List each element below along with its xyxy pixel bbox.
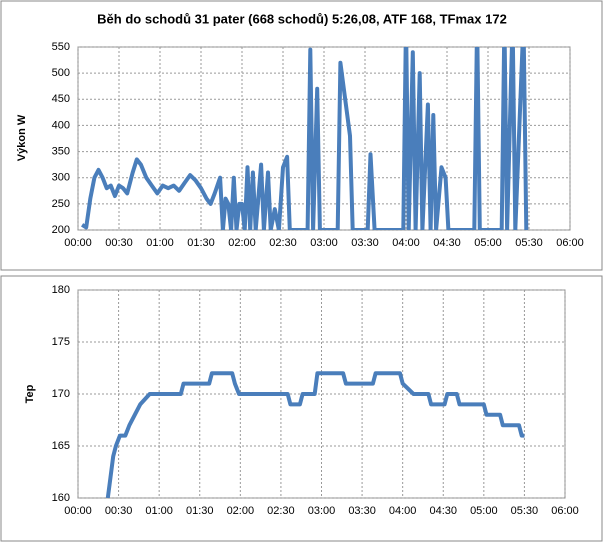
x-tick-label: 04:30 bbox=[429, 505, 457, 517]
y-tick-label: 550 bbox=[52, 41, 70, 53]
x-tick-label: 06:00 bbox=[556, 237, 584, 249]
y-axis-title: Tep bbox=[24, 384, 36, 403]
y-tick-label: 300 bbox=[52, 172, 70, 184]
x-tick-label: 01:00 bbox=[146, 237, 174, 249]
x-tick-label: 00:00 bbox=[64, 237, 92, 249]
x-tick-label: 00:30 bbox=[105, 505, 133, 517]
y-tick-label: 180 bbox=[52, 284, 70, 296]
x-tick-label: 02:30 bbox=[269, 237, 297, 249]
y-tick-label: 500 bbox=[52, 67, 70, 79]
y-tick-label: 400 bbox=[52, 119, 70, 131]
x-tick-label: 01:30 bbox=[186, 505, 214, 517]
x-tick-label: 05:00 bbox=[474, 237, 502, 249]
x-tick-label: 04:30 bbox=[433, 237, 461, 249]
y-axis-title: Výkon W bbox=[16, 114, 28, 161]
x-tick-label: 02:30 bbox=[267, 505, 295, 517]
x-tick-label: 05:30 bbox=[515, 237, 543, 249]
x-tick-label: 05:00 bbox=[470, 505, 498, 517]
y-tick-label: 160 bbox=[52, 492, 70, 504]
data-line bbox=[81, 47, 529, 230]
y-tick-label: 250 bbox=[52, 198, 70, 210]
data-line bbox=[105, 371, 525, 498]
y-tick-label: 200 bbox=[52, 224, 70, 236]
x-tick-label: 04:00 bbox=[389, 505, 417, 517]
y-tick-label: 165 bbox=[52, 440, 70, 452]
x-tick-label: 06:00 bbox=[551, 505, 579, 517]
x-tick-label: 02:00 bbox=[228, 237, 256, 249]
x-tick-label: 02:00 bbox=[227, 505, 255, 517]
y-tick-label: 450 bbox=[52, 93, 70, 105]
x-tick-label: 01:00 bbox=[145, 505, 173, 517]
x-tick-label: 03:00 bbox=[310, 237, 338, 249]
y-tick-label: 350 bbox=[52, 145, 70, 157]
x-tick-label: 05:30 bbox=[511, 505, 539, 517]
x-tick-label: 01:30 bbox=[187, 237, 215, 249]
y-tick-label: 170 bbox=[52, 388, 70, 400]
plot-area bbox=[77, 46, 571, 231]
y-tick-label: 175 bbox=[52, 336, 70, 348]
x-tick-label: 03:00 bbox=[308, 505, 336, 517]
x-tick-label: 00:30 bbox=[105, 237, 133, 249]
x-tick-label: 03:30 bbox=[348, 505, 376, 517]
x-tick-label: 04:00 bbox=[392, 237, 420, 249]
chart-title: Běh do schodů 31 pater (668 schodů) 5:26… bbox=[97, 11, 507, 26]
x-tick-label: 00:00 bbox=[64, 505, 92, 517]
x-tick-label: 03:30 bbox=[351, 237, 379, 249]
